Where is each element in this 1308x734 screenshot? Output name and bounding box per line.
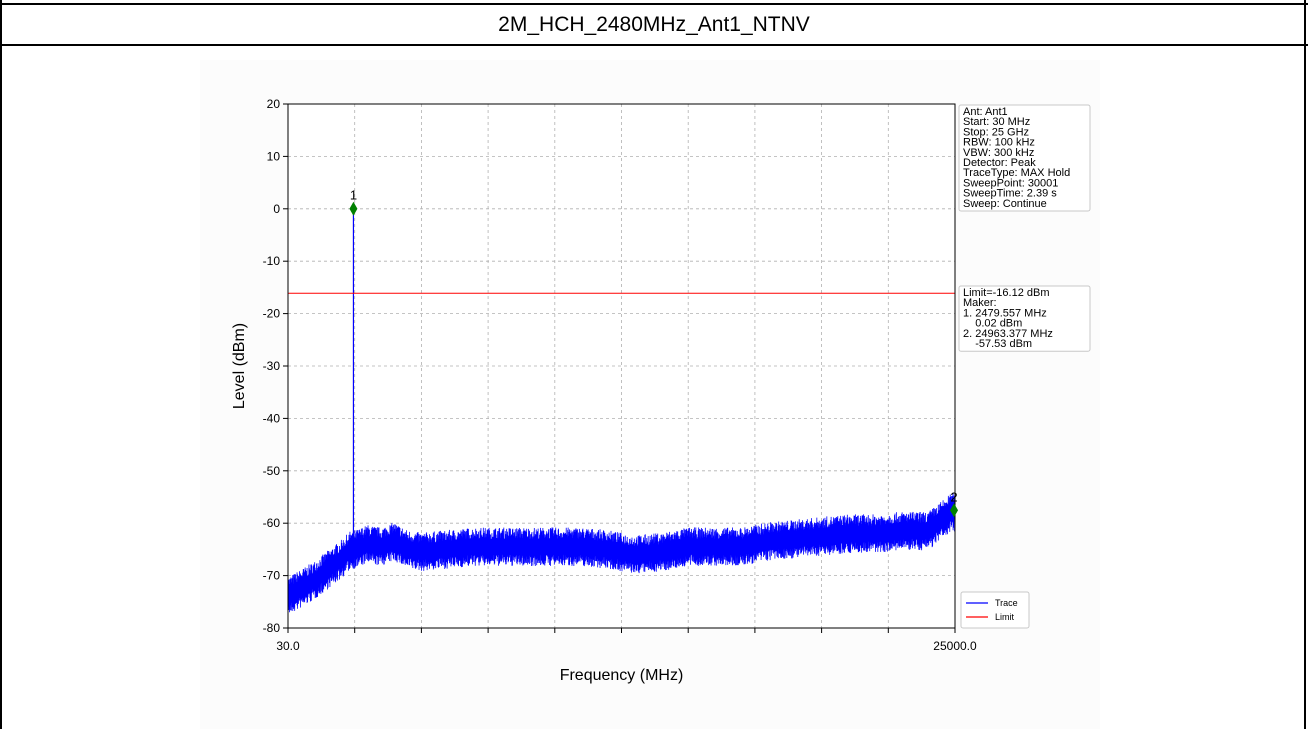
page-title: 2M_HCH_2480MHz_Ant1_NTNV [498,12,810,36]
info-box-frame [958,104,1091,212]
marker-box-line: 1. 2479.557 MHz [963,307,1047,319]
plot-frame [287,103,956,629]
x-tick-label: 25000.0 [933,639,977,653]
y-tick-label: 0 [273,202,280,216]
marker-box-line: 0.02 dBm [963,318,1022,330]
info-box-line: Stop: 25 GHz [963,126,1029,138]
y-tick-label: 20 [267,97,281,111]
x-tick-label: 30.0 [276,639,300,653]
marker-box-line: Maker: [963,297,997,309]
table-top-border [0,3,1308,5]
info-box-line: SweepPoint: 30001 [963,177,1058,189]
info-box-line: Detector: Peak [963,157,1036,169]
y-tick-label: -70 [263,569,281,583]
info-box-line: SweepTime: 2.39 s [963,188,1057,200]
y-tick-label: -10 [263,254,281,268]
legend-label: Limit [995,612,1015,622]
spectrum-chart: 30.0 25000.0 20 10 0 -10 -20 -30 -40 -50 -60 -70 -80… [231,97,1091,684]
info-box-line: Ant: Ant1 [963,106,1008,118]
legend-frame [960,591,1030,629]
marker-box-frame [958,285,1091,352]
info-box-line: TraceType: MAX Hold [963,167,1070,179]
info-box-line: Start: 30 MHz [963,116,1030,128]
info-box-line: Sweep: Continue [963,198,1047,210]
trace-series-line [287,492,956,616]
marker-box-line: -57.53 dBm [963,338,1032,350]
title-row: 2M_HCH_2480MHz_Ant1_NTNV [0,5,1308,46]
x-axis-label: Frequency (MHz) [560,667,684,684]
marker-diamond [950,503,959,518]
y-tick-label: -20 [263,307,281,321]
marker-box-line: Limit=-16.12 dBm [963,287,1050,299]
legend-label: Trace [995,598,1018,608]
marker-diamond [349,201,358,216]
y-axis-label: Level (dBm) [231,323,248,409]
info-box-line: RBW: 100 kHz [963,137,1035,149]
marker-label: 1 [350,188,357,203]
y-tick-label: 10 [267,149,281,163]
info-box-line: VBW: 300 kHz [963,147,1034,159]
y-tick-label: -80 [263,621,281,635]
marker-box-line: 2. 24963.377 MHz [963,328,1053,340]
y-tick-label: -60 [263,516,281,530]
y-tick-label: -30 [263,359,281,373]
chart-container: 30.0 25000.0 20 10 0 -10 -20 -30 -40 -50 -60 -70 -80… [200,60,1100,729]
y-tick-label: -50 [263,464,281,478]
marker-label: 2 [950,489,957,504]
y-tick-label: -40 [263,411,281,425]
